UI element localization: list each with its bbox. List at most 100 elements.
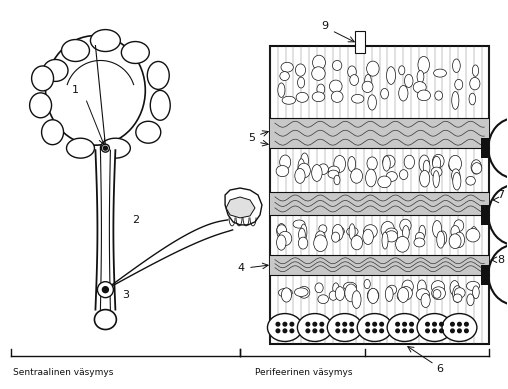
Circle shape [380, 322, 384, 326]
Ellipse shape [419, 225, 426, 239]
Circle shape [102, 144, 109, 152]
Ellipse shape [433, 289, 441, 298]
Text: 8: 8 [497, 255, 504, 265]
Ellipse shape [453, 286, 462, 302]
Ellipse shape [312, 67, 325, 81]
Ellipse shape [364, 225, 377, 238]
Ellipse shape [362, 81, 373, 93]
Ellipse shape [442, 314, 477, 342]
Ellipse shape [357, 314, 392, 342]
Ellipse shape [418, 280, 426, 294]
Ellipse shape [277, 224, 286, 238]
Ellipse shape [277, 225, 287, 235]
Ellipse shape [368, 95, 376, 110]
Ellipse shape [387, 314, 422, 342]
Circle shape [336, 329, 339, 333]
Ellipse shape [439, 231, 447, 245]
Ellipse shape [317, 84, 325, 95]
Circle shape [98, 282, 113, 298]
Ellipse shape [367, 157, 377, 170]
Circle shape [290, 322, 294, 326]
Bar [482, 265, 489, 285]
Ellipse shape [416, 289, 429, 300]
Ellipse shape [315, 231, 326, 246]
Ellipse shape [452, 169, 460, 182]
Ellipse shape [268, 314, 302, 342]
Ellipse shape [312, 92, 325, 102]
Ellipse shape [398, 287, 408, 302]
Circle shape [433, 329, 436, 333]
Circle shape [283, 322, 287, 326]
Ellipse shape [315, 283, 323, 293]
Circle shape [465, 329, 468, 333]
Ellipse shape [329, 80, 342, 93]
Circle shape [313, 322, 316, 326]
Ellipse shape [278, 231, 292, 246]
Ellipse shape [385, 231, 398, 242]
Circle shape [350, 329, 354, 333]
Ellipse shape [421, 293, 430, 308]
Circle shape [440, 322, 443, 326]
Ellipse shape [301, 153, 308, 168]
Ellipse shape [434, 69, 447, 77]
Ellipse shape [472, 65, 479, 76]
Ellipse shape [367, 289, 379, 302]
Ellipse shape [414, 238, 425, 247]
Ellipse shape [431, 167, 442, 177]
Ellipse shape [432, 287, 446, 300]
Ellipse shape [466, 281, 480, 291]
Ellipse shape [312, 165, 322, 181]
Ellipse shape [451, 226, 460, 238]
Ellipse shape [368, 288, 378, 303]
Ellipse shape [327, 314, 362, 342]
Ellipse shape [449, 155, 461, 172]
Ellipse shape [333, 283, 339, 294]
Ellipse shape [380, 88, 389, 99]
Circle shape [396, 322, 399, 326]
Ellipse shape [437, 231, 444, 248]
Ellipse shape [352, 95, 364, 103]
Bar [482, 138, 489, 158]
Ellipse shape [298, 159, 305, 176]
Ellipse shape [404, 74, 413, 88]
Ellipse shape [351, 169, 363, 183]
Circle shape [410, 322, 414, 326]
Ellipse shape [383, 156, 390, 171]
Ellipse shape [385, 287, 393, 301]
Ellipse shape [101, 138, 131, 158]
Ellipse shape [343, 282, 357, 291]
Circle shape [465, 322, 468, 326]
Ellipse shape [455, 79, 463, 90]
Ellipse shape [136, 121, 161, 143]
Ellipse shape [281, 288, 292, 302]
Ellipse shape [383, 155, 395, 168]
Ellipse shape [334, 227, 344, 236]
Ellipse shape [298, 163, 310, 178]
Circle shape [276, 329, 280, 333]
Ellipse shape [348, 156, 356, 172]
Ellipse shape [467, 294, 474, 306]
Ellipse shape [417, 90, 430, 101]
Text: 3: 3 [122, 290, 129, 300]
Ellipse shape [314, 235, 327, 252]
Ellipse shape [296, 92, 308, 102]
Circle shape [410, 329, 414, 333]
Ellipse shape [67, 138, 94, 158]
Ellipse shape [352, 291, 361, 308]
Ellipse shape [150, 90, 170, 120]
Ellipse shape [312, 55, 326, 70]
Ellipse shape [147, 61, 169, 89]
Text: 7: 7 [497, 190, 504, 200]
Circle shape [458, 322, 461, 326]
Ellipse shape [399, 66, 405, 75]
Ellipse shape [471, 160, 482, 174]
Ellipse shape [466, 228, 480, 242]
Text: 9: 9 [321, 21, 328, 31]
Circle shape [336, 322, 339, 326]
Ellipse shape [43, 60, 68, 81]
Circle shape [451, 329, 454, 333]
Ellipse shape [418, 56, 429, 73]
Circle shape [440, 329, 443, 333]
Ellipse shape [419, 155, 429, 172]
Ellipse shape [350, 75, 359, 86]
